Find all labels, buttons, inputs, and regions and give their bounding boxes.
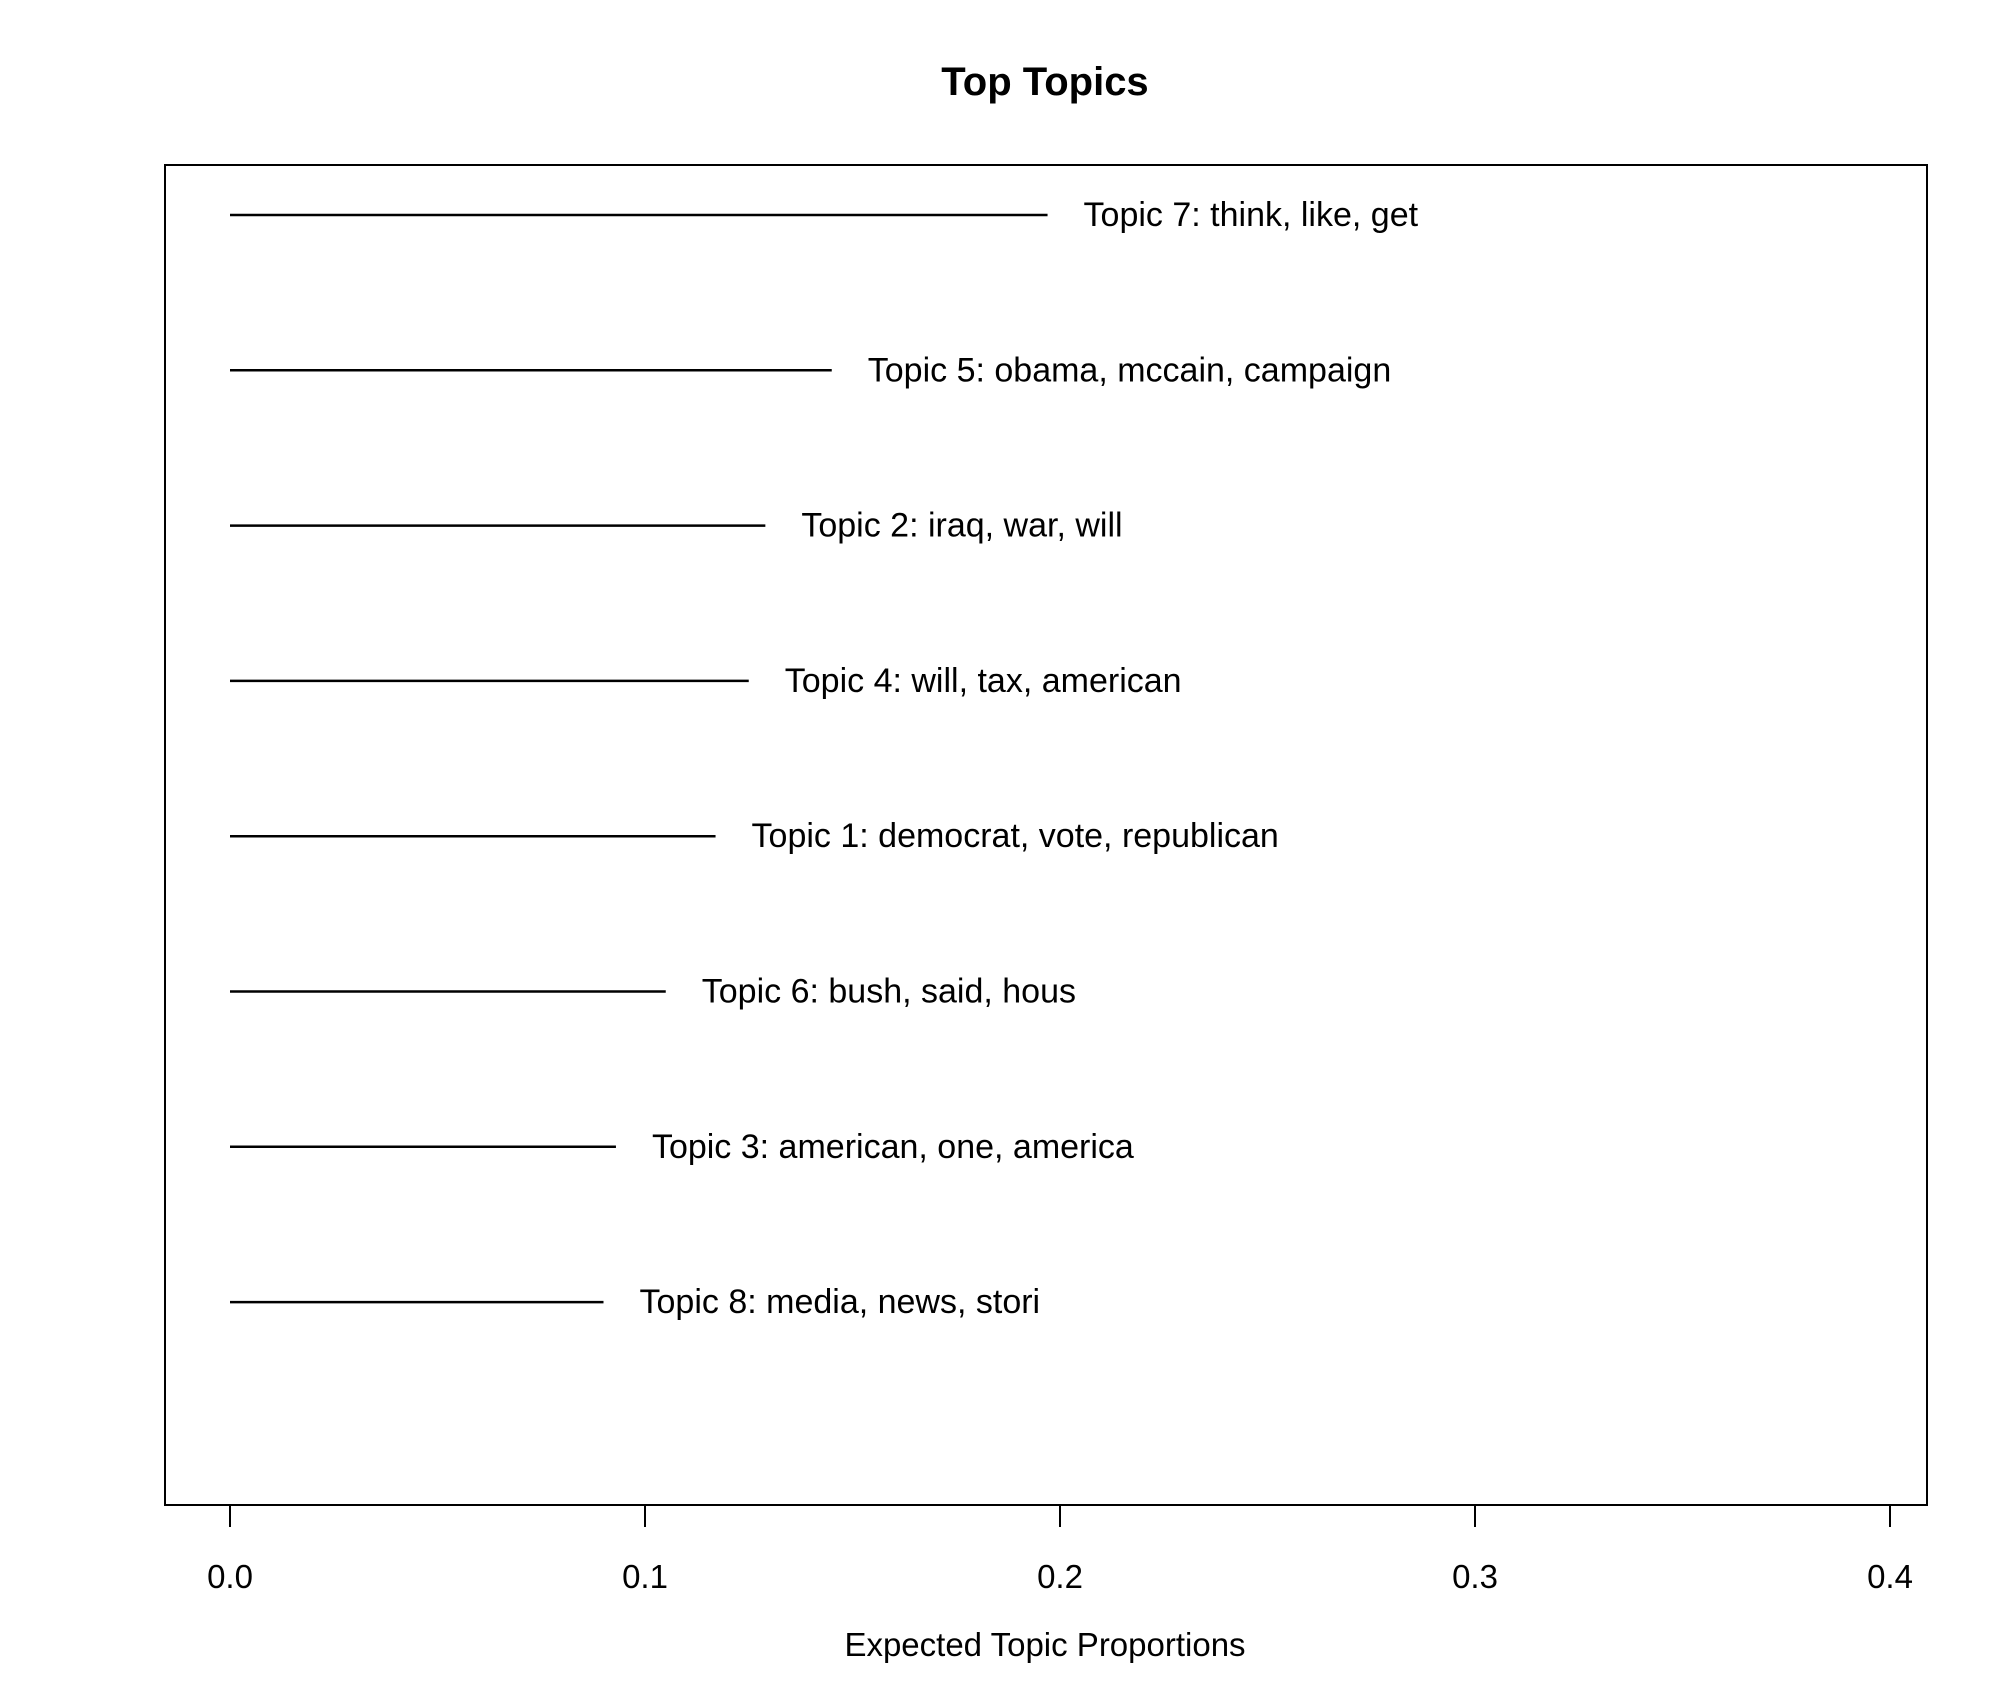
bar-label-6: Topic 6: bush, said, hous (702, 973, 1076, 1011)
x-axis-label: Expected Topic Proportions (844, 1626, 1245, 1663)
bar-label-5: Topic 1: democrat, vote, republican (752, 817, 1279, 855)
x-axis: 0.0 0.1 0.2 0.3 0.4 (207, 1504, 1913, 1595)
x-tick-label-4: 0.4 (1867, 1558, 1913, 1595)
chart-title: Top Topics (941, 60, 1148, 104)
x-tick-label-2: 0.2 (1037, 1558, 1083, 1595)
bar-label-2: Topic 5: obama, mccain, campaign (868, 351, 1391, 389)
bar-label-8: Topic 8: media, news, stori (640, 1283, 1041, 1321)
x-tick-label-0: 0.0 (207, 1558, 253, 1595)
x-tick-label-1: 0.1 (622, 1558, 668, 1595)
bar-label-3: Topic 2: iraq, war, will (801, 507, 1122, 545)
bar-label-4: Topic 4: will, tax, american (785, 662, 1182, 700)
x-tick-label-3: 0.3 (1452, 1558, 1498, 1595)
bar-label-1: Topic 7: think, like, get (1084, 196, 1419, 234)
bars-layer: Topic 7: think, like, get Topic 5: obama,… (230, 196, 1419, 1321)
bar-label-7: Topic 3: american, one, america (652, 1128, 1134, 1166)
